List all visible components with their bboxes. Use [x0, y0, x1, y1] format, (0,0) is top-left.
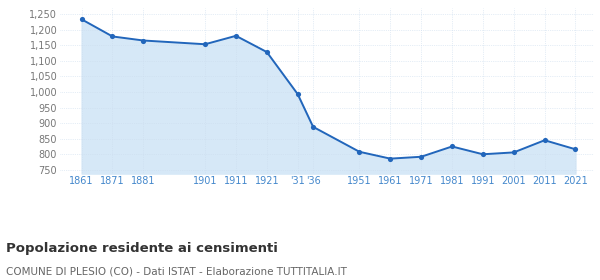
- Point: [447, 144, 457, 149]
- Point: [355, 150, 364, 154]
- Text: COMUNE DI PLESIO (CO) - Dati ISTAT - Elaborazione TUTTITALIA.IT: COMUNE DI PLESIO (CO) - Dati ISTAT - Ela…: [6, 267, 347, 277]
- Point: [262, 50, 272, 54]
- Point: [139, 38, 148, 43]
- Point: [571, 147, 580, 151]
- Point: [385, 157, 395, 161]
- Point: [200, 42, 210, 46]
- Point: [416, 155, 426, 159]
- Point: [77, 17, 86, 22]
- Point: [540, 138, 550, 143]
- Point: [231, 34, 241, 38]
- Point: [293, 92, 302, 96]
- Point: [509, 150, 518, 155]
- Point: [107, 34, 117, 39]
- Point: [478, 152, 488, 157]
- Point: [308, 125, 318, 129]
- Text: Popolazione residente ai censimenti: Popolazione residente ai censimenti: [6, 242, 278, 255]
